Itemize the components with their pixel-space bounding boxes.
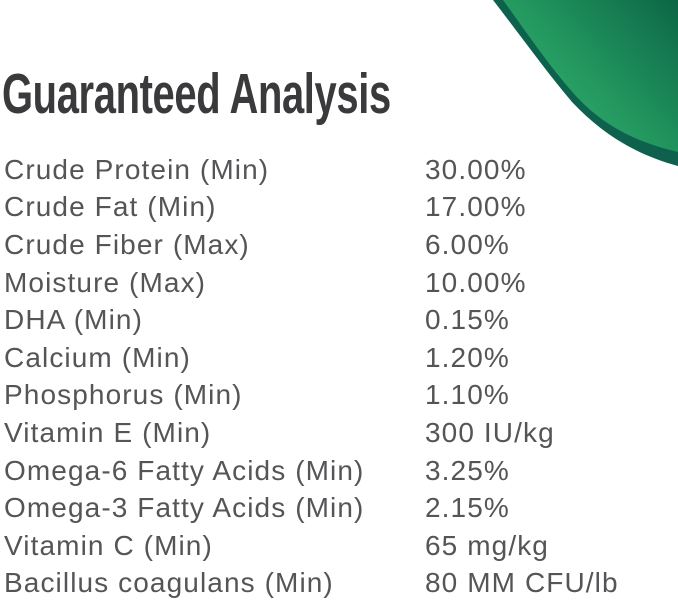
- nutrient-value: 1.20%: [425, 341, 510, 373]
- nutrient-value: 300 IU/kg: [425, 416, 555, 448]
- nutrient-label: DHA (Min): [4, 304, 144, 336]
- nutrient-value: 17.00%: [425, 191, 527, 223]
- nutrient-value: 65 mg/kg: [425, 529, 549, 561]
- nutrient-value: 3.25%: [425, 454, 510, 486]
- nutrient-value: 2.15%: [425, 492, 510, 524]
- table-row: Vitamin C (Min) 65 mg/kg: [4, 527, 670, 565]
- nutrient-value: 6.00%: [425, 228, 510, 260]
- nutrient-value: 0.15%: [425, 304, 510, 336]
- nutrient-value: 80 MM CFU/lb: [425, 567, 619, 599]
- table-row: DHA (Min) 0.15%: [4, 301, 670, 339]
- nutrient-label: Omega-3 Fatty Acids (Min): [4, 492, 365, 524]
- nutrient-label: Moisture (Max): [4, 266, 207, 298]
- nutrient-value: 1.10%: [425, 379, 510, 411]
- swoosh-main-shape: [503, 0, 678, 152]
- table-row: Vitamin E (Min) 300 IU/kg: [4, 414, 670, 452]
- nutrient-label: Phosphorus (Min): [4, 379, 243, 411]
- nutrient-value: 10.00%: [425, 266, 527, 298]
- nutrient-label: Crude Fat (Min): [4, 191, 217, 223]
- nutrient-label: Crude Fiber (Max): [4, 228, 250, 260]
- table-row: Bacillus coagulans (Min) 80 MM CFU/lb: [4, 565, 670, 603]
- table-row: Crude Fiber (Max) 6.00%: [4, 226, 670, 264]
- table-row: Phosphorus (Min) 1.10%: [4, 377, 670, 415]
- table-row: Crude Protein (Min) 30.00%: [4, 151, 670, 189]
- nutrient-label: Crude Protein (Min): [4, 153, 270, 185]
- nutrient-label: Bacillus coagulans (Min): [4, 567, 334, 599]
- table-row: Calcium (Min) 1.20%: [4, 339, 670, 377]
- page-title: Guaranteed Analysis: [2, 62, 391, 126]
- analysis-table: Crude Protein (Min) 30.00% Crude Fat (Mi…: [4, 151, 670, 602]
- nutrient-value: 30.00%: [425, 153, 527, 185]
- table-row: Omega-6 Fatty Acids (Min) 3.25%: [4, 452, 670, 490]
- nutrient-label: Vitamin C (Min): [4, 529, 213, 561]
- nutrient-label: Calcium (Min): [4, 341, 191, 373]
- table-row: Moisture (Max) 10.00%: [4, 264, 670, 302]
- table-row: Crude Fat (Min) 17.00%: [4, 189, 670, 227]
- nutrient-label: Vitamin E (Min): [4, 416, 212, 448]
- table-row: Omega-3 Fatty Acids (Min) 2.15%: [4, 489, 670, 527]
- nutrient-label: Omega-6 Fatty Acids (Min): [4, 454, 365, 486]
- swoosh-edge-shape: [493, 0, 678, 166]
